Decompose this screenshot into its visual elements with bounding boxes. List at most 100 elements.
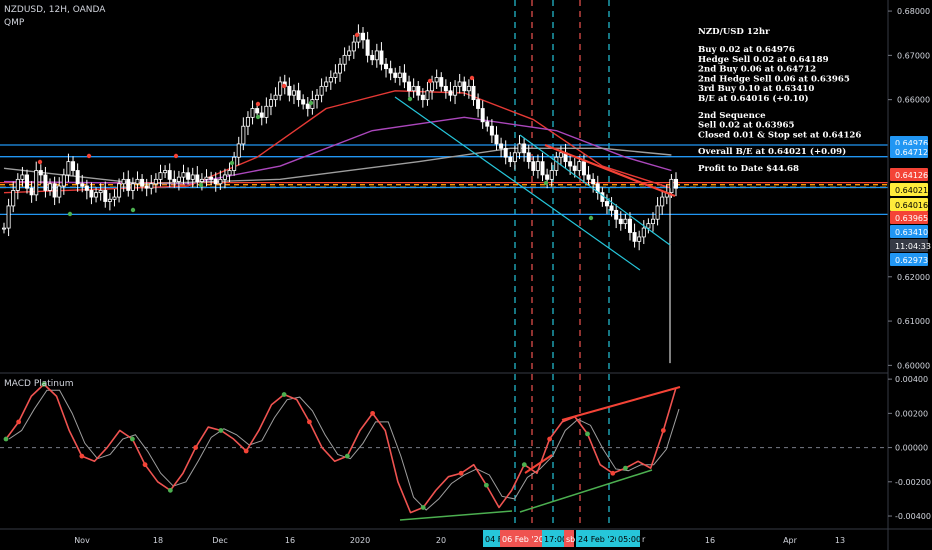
candle-body — [347, 50, 352, 56]
buy-signal-dot — [255, 114, 261, 120]
time-highlight-label: r — [642, 535, 646, 544]
candle-body — [674, 178, 679, 189]
sell-signal-dot — [281, 83, 287, 89]
candle-body — [558, 152, 563, 158]
time-tick-label: Apr — [783, 536, 798, 545]
candle-body — [439, 77, 444, 87]
annotation-line: 3rd Buy 0.10 at 0.63410 — [698, 84, 814, 94]
macd-pane — [0, 381, 888, 521]
candle-body — [112, 196, 117, 200]
macd-down-dot — [458, 470, 464, 476]
candle-body — [535, 161, 540, 171]
candle-body — [89, 190, 94, 198]
candle-body — [586, 174, 591, 180]
sell-signal-dot — [173, 153, 179, 159]
candle-body — [641, 227, 646, 238]
candle-body — [130, 183, 135, 191]
time-highlight-label: 05:00 — [618, 535, 641, 544]
annotation-line: 2nd Buy 0.06 at 0.64712 — [698, 65, 816, 75]
price-tag-label: 0.64021 — [895, 186, 928, 195]
candle-body — [540, 161, 545, 176]
time-highlight — [640, 530, 648, 547]
candle-body — [273, 94, 278, 101]
candle-body — [98, 190, 103, 194]
candle-body — [526, 152, 531, 163]
candle-body — [176, 176, 181, 182]
macd-label[interactable]: MACD Platinum — [4, 379, 74, 389]
candle-body — [397, 72, 402, 78]
macd-up-dot — [281, 392, 287, 397]
candle-body — [25, 174, 30, 189]
macd-tick-label: -0.00400 — [895, 512, 931, 521]
macd-down-dot — [660, 428, 666, 433]
macd-down-dot — [79, 453, 85, 459]
candle-body — [637, 236, 642, 242]
channel-upper-line — [519, 134, 671, 246]
macd-up-dot — [3, 436, 9, 442]
macd-red-arrow — [524, 454, 553, 474]
time-highlight — [500, 530, 542, 547]
sell-signal-dot — [354, 32, 360, 38]
candle-body — [107, 198, 112, 202]
candle-body — [259, 112, 264, 118]
candle-body — [57, 185, 62, 198]
candle-body — [549, 170, 554, 180]
candle-body — [20, 174, 25, 180]
candle-body — [489, 125, 494, 136]
price-tick-label: 0.66000 — [897, 96, 930, 105]
candle-body — [365, 39, 370, 56]
price-tag-label: 0.62973 — [895, 256, 928, 265]
candle-body — [425, 90, 430, 101]
macd-down-dot — [370, 410, 376, 416]
annotation-line: Hedge Sell 0.02 at 0.64189 — [698, 55, 829, 65]
red-trend-line — [544, 143, 676, 198]
price-tag-label: 0.63965 — [895, 214, 928, 223]
time-tick-label: Dec — [212, 536, 227, 545]
channel-lower-line — [394, 96, 641, 271]
candle-body — [301, 99, 306, 105]
buy-signal-dot — [130, 207, 136, 213]
macd-up-dot — [623, 465, 628, 471]
time-tick-label: 16 — [705, 536, 715, 545]
candle-body — [351, 41, 356, 52]
candle-body — [268, 99, 273, 107]
candle-body — [393, 72, 398, 78]
candle-body — [324, 81, 329, 87]
candle-body — [522, 143, 527, 154]
sell-signal-dot — [469, 75, 475, 81]
candle-body — [342, 54, 347, 65]
time-highlight — [564, 530, 574, 547]
candle-body — [337, 63, 342, 74]
candle-body — [453, 85, 458, 96]
candle-body — [434, 77, 439, 83]
annotation-line: B/E at 0.64016 (+0.10) — [698, 93, 809, 104]
symbol-label[interactable]: NZDUSD, 12H, OANDA — [4, 5, 106, 15]
candle-body — [614, 209, 619, 220]
candle-body — [117, 183, 122, 198]
macd-tick-label: 0.00000 — [895, 444, 928, 453]
annotation-line: Closed 0.01 & Stop set at 0.64126 — [698, 130, 861, 140]
candle-body — [646, 223, 651, 229]
buy-signal-dot — [308, 100, 314, 106]
candle-body — [255, 108, 260, 114]
macd-down-dot — [243, 448, 249, 454]
candle-body — [517, 143, 522, 154]
candle-body — [402, 72, 407, 83]
candle-body — [121, 178, 126, 185]
macd-up-dot — [130, 436, 135, 442]
macd-up-dot — [167, 487, 173, 493]
candle-body — [545, 174, 550, 180]
candle-body — [80, 183, 85, 187]
candle-body — [499, 143, 504, 149]
time-highlight — [542, 530, 564, 547]
indicator-label[interactable]: QMP — [4, 18, 25, 28]
candle-body — [29, 187, 34, 196]
price-tag-label: 0.64126 — [895, 171, 928, 180]
candle-body — [627, 218, 632, 233]
annotation-line: Profit to Date $44.68 — [698, 164, 799, 174]
candle-body — [319, 85, 324, 96]
candle-body — [126, 178, 131, 191]
